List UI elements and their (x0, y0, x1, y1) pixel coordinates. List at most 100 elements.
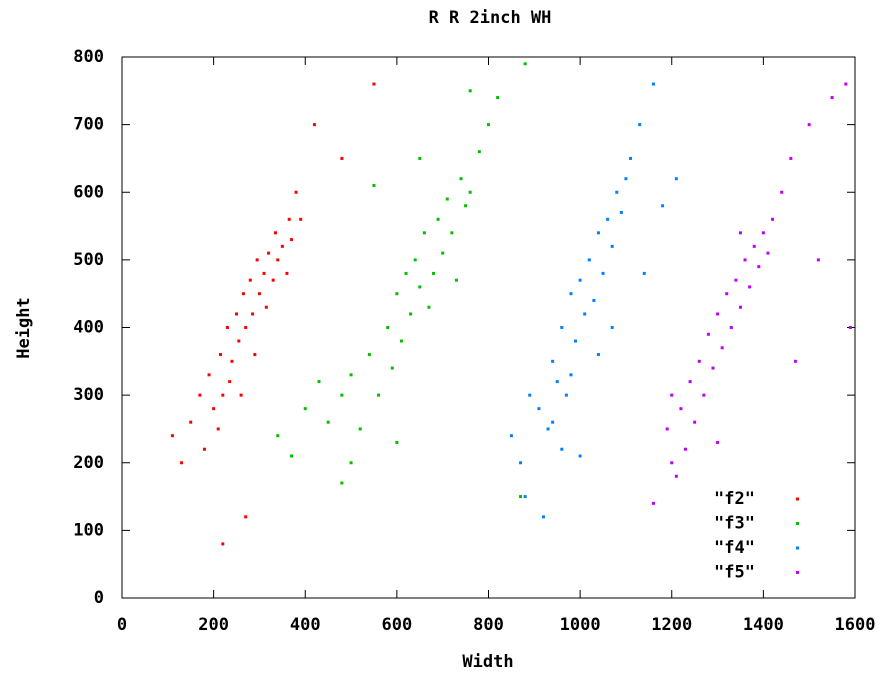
point (454, 278, 458, 282)
point (218, 353, 222, 357)
point (255, 258, 259, 262)
point (587, 258, 591, 262)
point (303, 407, 307, 411)
y-tick-label: 0 (94, 588, 104, 608)
point (358, 427, 362, 431)
point (766, 251, 770, 255)
point (312, 123, 316, 127)
point (349, 461, 353, 465)
point (422, 231, 426, 235)
point (409, 312, 413, 316)
point (299, 217, 303, 221)
point (285, 271, 289, 275)
point (651, 82, 655, 86)
y-tick-label: 400 (73, 318, 104, 338)
point (569, 373, 573, 377)
point (349, 373, 353, 377)
point (661, 204, 665, 208)
point (496, 96, 500, 100)
point (244, 326, 248, 329)
point (807, 123, 811, 127)
legend-marker (796, 497, 799, 501)
point (340, 156, 344, 160)
point (706, 332, 710, 336)
point (436, 217, 440, 221)
x-tick-label: 600 (382, 615, 413, 635)
point (326, 420, 330, 424)
point (578, 454, 582, 458)
point (564, 393, 568, 397)
point (340, 393, 344, 397)
point (596, 353, 600, 357)
point (241, 292, 245, 296)
point (468, 190, 472, 194)
point (340, 481, 344, 485)
point (541, 515, 545, 519)
point (716, 440, 720, 444)
point (642, 271, 646, 275)
point (189, 420, 193, 424)
point (395, 440, 399, 444)
point (619, 211, 623, 215)
point (560, 326, 564, 329)
point (180, 461, 184, 465)
legend-marker (796, 571, 799, 574)
point (372, 183, 376, 187)
point (237, 339, 241, 343)
legend-label: "f5" (714, 563, 755, 583)
point (262, 271, 266, 275)
point (583, 312, 587, 316)
point (844, 82, 848, 86)
point (734, 278, 738, 282)
point (317, 380, 321, 384)
point (519, 461, 523, 465)
point (271, 278, 275, 282)
point (418, 156, 422, 160)
legend-marker (796, 522, 799, 525)
x-tick-label: 1000 (560, 615, 601, 635)
point (251, 312, 255, 316)
x-tick-label: 1600 (835, 615, 876, 635)
point (743, 258, 747, 262)
point (477, 150, 481, 154)
point (592, 298, 596, 302)
point (679, 407, 683, 411)
point (551, 359, 555, 363)
point (574, 339, 578, 343)
chart-title: R R 2inch WH (429, 8, 552, 28)
point (377, 393, 381, 397)
point (569, 292, 573, 296)
y-axis-label: Height (14, 297, 34, 358)
point (578, 278, 582, 282)
point (610, 326, 614, 329)
point (738, 305, 742, 309)
point (629, 156, 633, 160)
y-tick-label: 500 (73, 250, 104, 270)
point (276, 258, 280, 262)
point (693, 420, 697, 424)
point (670, 461, 674, 465)
point (294, 190, 298, 194)
point (399, 339, 403, 343)
point (711, 366, 715, 370)
point (780, 190, 784, 194)
point (404, 271, 408, 275)
point (280, 244, 284, 248)
point (702, 393, 706, 397)
y-tick-label: 700 (73, 115, 104, 135)
point (729, 326, 733, 329)
point (638, 123, 642, 127)
point (372, 82, 376, 86)
point (235, 312, 239, 316)
point (601, 271, 605, 275)
point (761, 231, 765, 235)
point (487, 123, 490, 127)
x-tick-label: 1400 (743, 615, 784, 635)
legend-label: "f4" (714, 538, 755, 558)
point (198, 393, 202, 397)
point (738, 231, 742, 235)
x-tick-label: 400 (290, 615, 321, 635)
point (555, 380, 559, 384)
point (519, 495, 523, 499)
point (830, 96, 834, 100)
